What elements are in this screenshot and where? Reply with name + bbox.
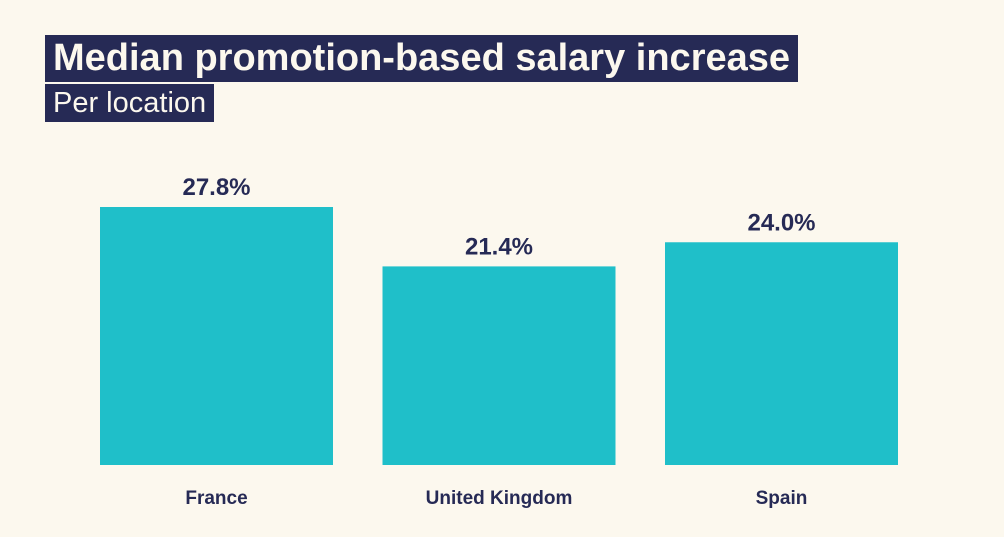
category-label: France — [185, 488, 247, 509]
bar-united-kingdom — [382, 266, 616, 465]
value-label: 21.4% — [465, 233, 533, 260]
chart-subtitle: Per location — [45, 84, 215, 122]
bar-france — [100, 207, 333, 465]
value-label: 24.0% — [747, 209, 815, 236]
value-label: 27.8% — [182, 174, 250, 201]
category-label: United Kingdom — [426, 488, 573, 509]
category-label: Spain — [756, 488, 808, 509]
bar-spain — [665, 242, 898, 465]
chart-title: Median promotion-based salary increase — [45, 35, 799, 82]
